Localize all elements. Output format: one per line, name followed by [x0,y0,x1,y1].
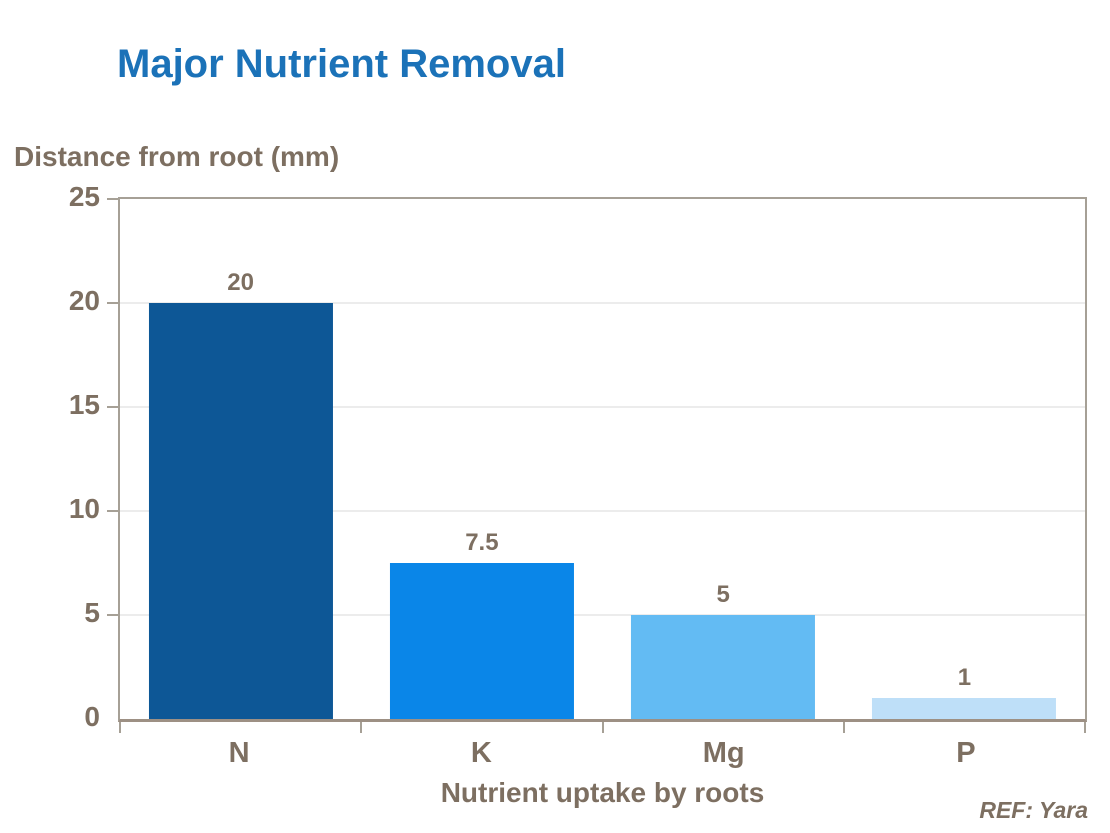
y-axis-tick-mark [107,406,118,408]
bar-Mg [631,615,816,719]
y-tick-label: 25 [68,181,100,212]
x-axis-tick-mark [1084,722,1086,733]
x-category-labels: N K Mg P [118,734,1087,772]
bar-value-label: 7.5 [465,529,499,556]
y-axis-title: Distance from root (mm) [14,141,340,172]
bar-value-label: 5 [716,581,730,608]
plot-area: 20 7.5 5 1 [107,197,1087,733]
y-tick-label: 0 [84,701,100,732]
bar-K [389,563,574,719]
x-axis-tick-mark [119,722,121,733]
y-axis-tick-mark [107,510,118,512]
y-tick-label: 20 [68,285,100,316]
x-category-label-K: K [470,737,492,769]
x-category-label-N: N [228,737,250,769]
bar-N [148,303,333,719]
gridline [120,302,1085,304]
bar-P [872,698,1057,719]
y-tick-label: 10 [68,493,100,524]
x-category-label-P: P [956,737,976,769]
gridline [120,614,1085,616]
gridline [120,510,1085,512]
y-axis-tick-mark [107,302,118,304]
x-axis-tick-mark [842,722,845,733]
x-axis-tick-mark [601,722,604,733]
y-axis-ticks: 0 5 10 15 20 25 [0,183,100,731]
x-axis-title: Nutrient uptake by roots [440,777,765,808]
gridline [120,406,1085,408]
reference-note: REF: Yara [979,797,1088,823]
x-category-label-Mg: Mg [702,737,745,769]
y-axis-tick-mark [107,614,118,616]
bar-value-label: 1 [957,664,972,692]
y-tick-label: 5 [84,597,100,628]
bar-value-label: 20 [227,269,254,296]
y-tick-label: 15 [68,389,100,420]
x-axis-tick-mark [360,722,363,733]
chart-title: Major Nutrient Removal [117,42,566,86]
y-axis-tick-mark [107,198,118,200]
